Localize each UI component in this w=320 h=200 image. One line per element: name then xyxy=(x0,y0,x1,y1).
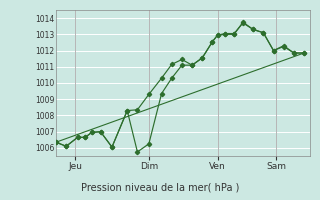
Text: Pression niveau de la mer( hPa ): Pression niveau de la mer( hPa ) xyxy=(81,182,239,192)
